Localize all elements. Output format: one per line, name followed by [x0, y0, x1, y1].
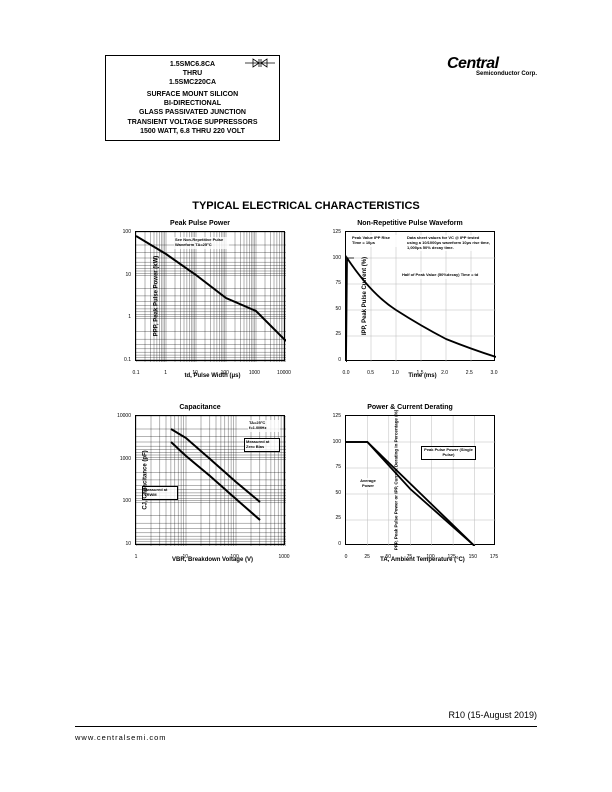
chart-title: Peak Pulse Power	[110, 220, 290, 227]
desc-line2: BI-DIRECTIONAL	[112, 99, 273, 108]
footer-divider	[75, 726, 537, 727]
revision-text: R10 (15-August 2019)	[448, 710, 537, 720]
y-ticks: 125 100 75 50 25 0	[328, 232, 343, 360]
chart-plot-area: See Non-Repetitive Pulse Waveform TA=25°…	[135, 231, 285, 361]
chart-note-3: Half of Peak Value (50%decay) Time = td	[401, 272, 481, 279]
chart-title: Non-Repetitive Pulse Waveform	[320, 220, 500, 227]
chart-peak-pulse-power: Peak Pulse Power	[110, 220, 290, 379]
chart-note: See Non-Repetitive Pulse Waveform TA=25°…	[174, 237, 229, 249]
chart-note-avg: Average Power	[354, 478, 382, 490]
part-number-end: 1.5SMC220CA	[112, 78, 273, 87]
chart-note-1: Peak Value IPP Rise Time = 10μs	[351, 235, 401, 247]
x-axis-label: td, Pulse Width (μs)	[135, 373, 290, 379]
desc-line5: 1500 WATT, 6.8 THRU 220 VOLT	[112, 127, 273, 136]
chart-derating: Power & Current Derating Peak Pulse Powe…	[320, 404, 500, 563]
x-axis-label: VBR, Breakdown Voltage (V)	[135, 557, 290, 563]
y-ticks: 100 10 1 0.1	[118, 232, 133, 360]
chart-note-2: Data sheet values for VC @ IPP tested us…	[406, 235, 491, 251]
company-logo: Central Semiconductor Corp.	[447, 55, 537, 85]
website-url: www.centralsemi.com	[75, 733, 167, 742]
chart-plot-area: Peak Pulse Power (Single Pulse) Average …	[345, 415, 495, 545]
chart-plot-area: Peak Value IPP Rise Time = 10μs Data she…	[345, 231, 495, 361]
chart-note-peak: Peak Pulse Power (Single Pulse)	[421, 446, 476, 460]
chart-note-zero: Measured at Zero Bias	[244, 438, 280, 452]
y-ticks: 10000 1000 100 10	[118, 416, 133, 544]
y-axis-label: PPP, Peak Pulse Power or IPP, Current De…	[394, 410, 399, 550]
diode-symbol-icon	[245, 57, 275, 69]
desc-line1: SURFACE MOUNT SILICON	[112, 90, 273, 99]
y-axis-label: PPP, Peak Pulse Power (kW)	[153, 256, 159, 337]
chart-note-conditions: TA=25°C f=1.0MHz	[248, 420, 280, 432]
chart-title: Power & Current Derating	[320, 404, 500, 411]
chart-plot-area: TA=25°C f=1.0MHz Measured at Zero Bias M…	[135, 415, 285, 545]
chart-title: Capacitance	[110, 404, 290, 411]
chart-capacitance: Capacitance TA=25°C	[110, 404, 290, 563]
desc-line3: GLASS PASSIVATED JUNCTION	[112, 108, 273, 117]
part-thru: THRU	[112, 69, 273, 78]
y-axis-label: IPP, Peak Pulse Current (%)	[362, 257, 368, 335]
page-title: TYPICAL ELECTRICAL CHARACTERISTICS	[0, 200, 612, 212]
y-axis-label: CJ, Capacitance (pF)	[143, 450, 149, 509]
charts-container: Peak Pulse Power	[110, 220, 510, 588]
y-ticks: 125 100 75 50 25 0	[328, 416, 343, 544]
desc-line4: TRANSIENT VOLTAGE SUPPRESSORS	[112, 118, 273, 127]
chart-non-repetitive: Non-Repetitive Pulse Waveform Peak Value…	[320, 220, 500, 379]
